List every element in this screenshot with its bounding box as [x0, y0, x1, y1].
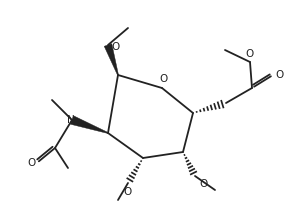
Text: O: O [199, 179, 207, 189]
Text: O: O [245, 49, 253, 59]
Text: O: O [123, 187, 131, 197]
Text: O: O [159, 74, 167, 84]
Polygon shape [104, 44, 118, 75]
Polygon shape [70, 116, 108, 134]
Text: O: O [28, 158, 36, 168]
Text: O: O [276, 70, 284, 80]
Text: O: O [111, 42, 119, 52]
Text: N: N [67, 115, 75, 125]
